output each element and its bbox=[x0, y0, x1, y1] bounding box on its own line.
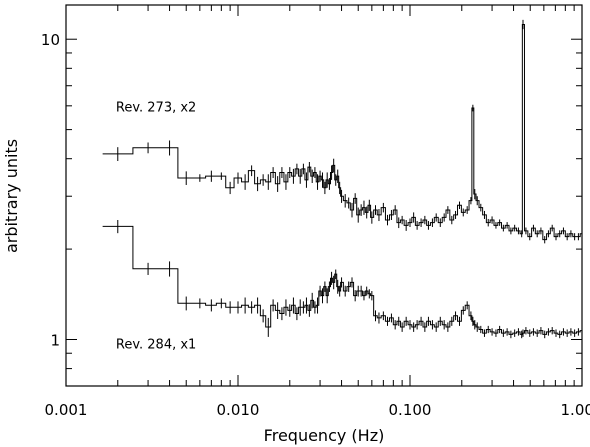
x-axis-ticks: 0.001 0.010 0.100 1.000 bbox=[45, 5, 590, 419]
series-1-step-line bbox=[102, 225, 582, 335]
x-axis-label: Frequency (Hz) bbox=[264, 426, 385, 445]
series-1 bbox=[102, 219, 583, 339]
x-tick-label: 0.001 bbox=[45, 401, 88, 419]
y-axis-label: arbitrary units bbox=[2, 139, 21, 253]
x-tick-label: 0.100 bbox=[389, 401, 432, 419]
series-layer bbox=[102, 19, 583, 339]
annotation-label: Rev. 284, x1 bbox=[116, 337, 196, 352]
y-tick-label: 10 bbox=[41, 31, 60, 49]
series-0-step-line bbox=[102, 23, 582, 241]
x-tick-label: 1.000 bbox=[561, 401, 590, 419]
plot-frame bbox=[65, 4, 583, 387]
series-0 bbox=[102, 19, 583, 244]
annotation-label: Rev. 273, x2 bbox=[116, 100, 196, 115]
annotations: Rev. 273, x2 Rev. 284, x1 bbox=[116, 100, 196, 352]
x-tick-label: 0.010 bbox=[217, 401, 260, 419]
y-tick-label: 1 bbox=[50, 331, 60, 349]
y-axis-ticks: 1 10 bbox=[41, 31, 582, 387]
